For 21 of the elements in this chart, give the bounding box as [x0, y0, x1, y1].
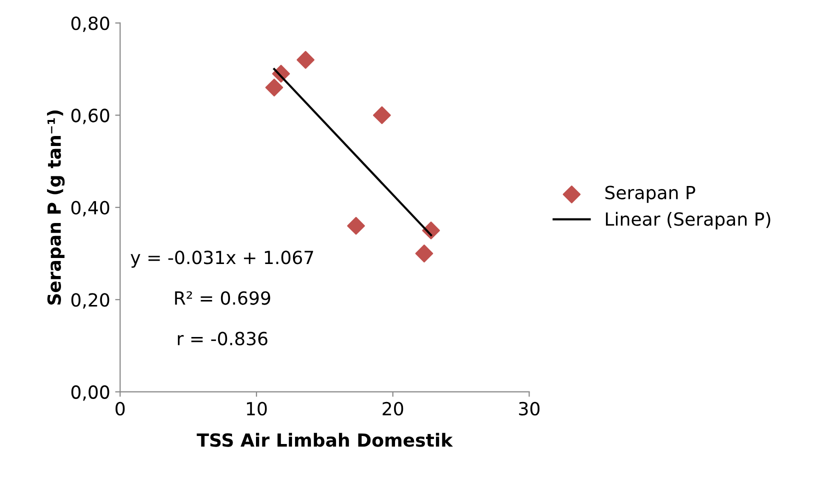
- y-tick-label: 0,80: [71, 16, 110, 32]
- x-tick-label: 20: [382, 402, 404, 416]
- annotation: y = -0.031x + 1.067: [130, 250, 314, 268]
- legend-label: Serapan P: [605, 186, 696, 203]
- y-axis-title: Serapan P (g tan⁻¹): [47, 110, 65, 305]
- y-tick-label: 0,40: [71, 200, 110, 216]
- y-tick-label: 0,20: [71, 293, 110, 309]
- x-tick-label: 10: [246, 402, 267, 416]
- point: [373, 106, 391, 124]
- x-tick-label: 0: [116, 402, 125, 416]
- x-tick-label: 30: [519, 402, 540, 416]
- point: [415, 244, 434, 262]
- x-axis-title: TSS Air Limbah Domestik: [196, 432, 453, 447]
- legend-label: Linear (Serapan P): [606, 212, 770, 230]
- point: [265, 78, 284, 96]
- point: [347, 216, 365, 235]
- annotation: r = -0.836: [178, 332, 268, 346]
- y-tick-label: 0,00: [71, 385, 110, 401]
- point: [296, 50, 314, 69]
- y-tick-label: 0,60: [71, 108, 110, 124]
- annotation: R² = 0.699: [175, 291, 270, 305]
